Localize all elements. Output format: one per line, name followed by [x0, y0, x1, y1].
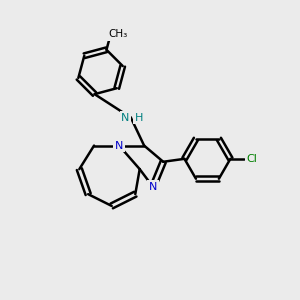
Text: N: N — [115, 141, 123, 151]
Text: CH₃: CH₃ — [108, 29, 127, 39]
Text: Cl: Cl — [246, 154, 257, 164]
Text: N: N — [149, 182, 157, 192]
Text: H: H — [135, 112, 143, 123]
Text: N: N — [122, 112, 130, 123]
